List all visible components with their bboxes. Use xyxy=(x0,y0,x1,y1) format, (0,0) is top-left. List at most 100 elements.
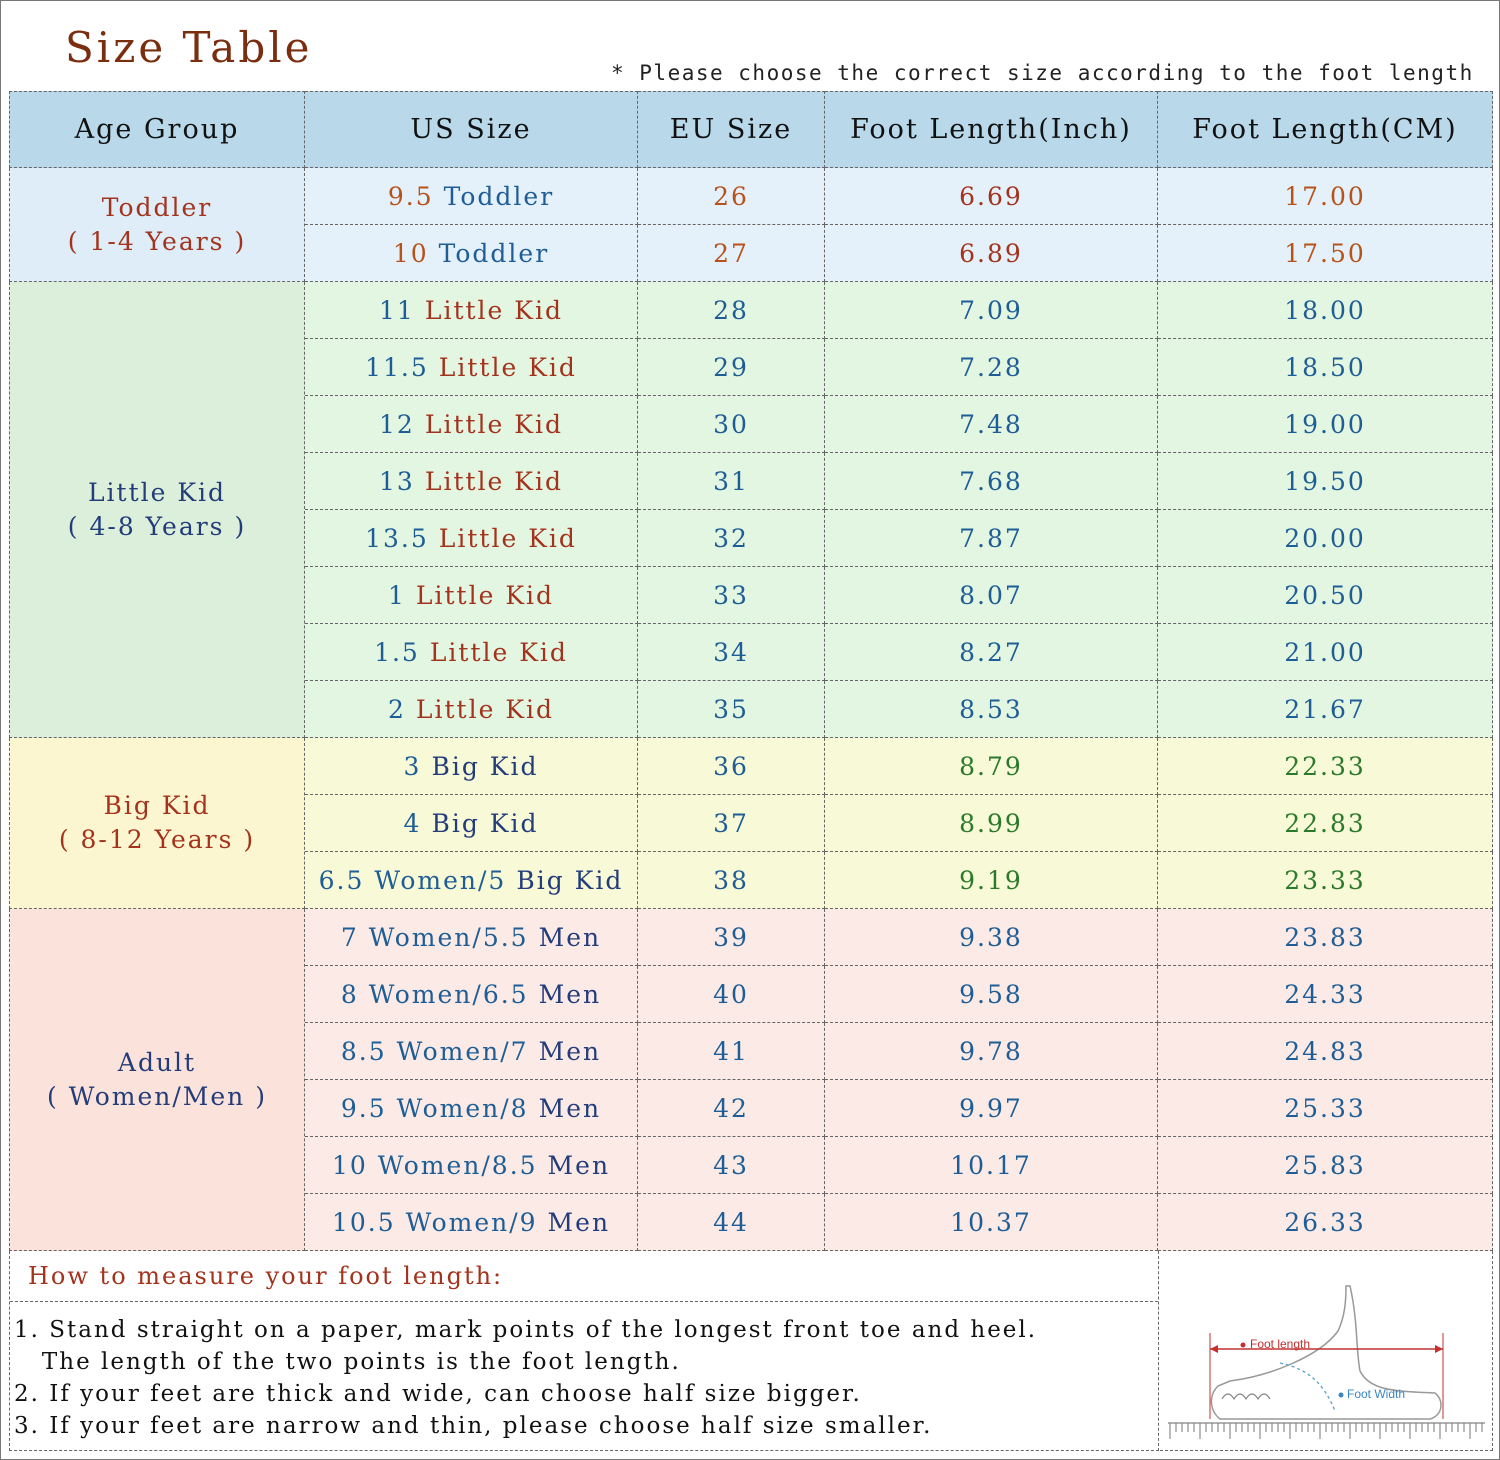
group-name: Little Kid xyxy=(87,477,227,507)
group-name: Adult xyxy=(117,1047,197,1077)
eu-size-cell: 31 xyxy=(638,453,825,510)
us-size-cell: 12 Little Kid xyxy=(305,396,638,453)
foot-width-dot-icon xyxy=(1338,1392,1344,1398)
foot-outline xyxy=(1210,1285,1442,1420)
foot-length-inch-cell: 8.27 xyxy=(825,624,1158,681)
eu-size-cell: 27 xyxy=(638,225,825,282)
us-size-label: Little Kid xyxy=(415,580,554,610)
us-size-number: 12 xyxy=(379,409,415,439)
toes-sketch xyxy=(1221,1393,1271,1401)
foot-length-inch-cell: 7.28 xyxy=(825,339,1158,396)
us-size-number: 6.5 Women/5 xyxy=(318,865,507,895)
us-size-cell: 13.5 Little Kid xyxy=(305,510,638,567)
foot-diagram: Foot length Foot Width xyxy=(1168,1285,1485,1439)
measure-step: 1. Stand straight on a paper, mark point… xyxy=(14,1317,1038,1343)
arrow-right-icon xyxy=(1435,1345,1443,1353)
foot-length-label: Foot length xyxy=(1250,1337,1310,1351)
foot-length-cm-cell: 23.83 xyxy=(1158,909,1493,966)
foot-length-inch-cell: 9.58 xyxy=(825,966,1158,1023)
us-size-number: 2 xyxy=(387,694,406,724)
us-size-label: Little Kid xyxy=(424,409,563,439)
foot-width-label: Foot Width xyxy=(1347,1387,1405,1401)
group-big-kid: Big Kid ( 8-12 Years ) xyxy=(9,738,305,909)
us-size-number: 8 Women/6.5 xyxy=(340,979,529,1009)
us-size-cell: 1 Little Kid xyxy=(305,567,638,624)
us-size-label: Little Kid xyxy=(438,523,577,553)
header-foot-length-cm: Foot Length(CM) xyxy=(1158,91,1493,168)
group-age-range: ( Women/Men ) xyxy=(47,1081,267,1111)
foot-length-inch-cell: 8.99 xyxy=(825,795,1158,852)
how-to-measure-title: How to measure your foot length: xyxy=(10,1251,1158,1302)
foot-length-inch-cell: 7.48 xyxy=(825,396,1158,453)
us-size-cell: 6.5 Women/5 Big Kid xyxy=(305,852,638,909)
us-size-number: 10 xyxy=(392,238,429,268)
us-size-label: Men xyxy=(538,979,602,1009)
us-size-cell: 13 Little Kid xyxy=(305,453,638,510)
eu-size-cell: 30 xyxy=(638,396,825,453)
foot-length-cm-cell: 21.67 xyxy=(1158,681,1493,738)
us-size-number: 10.5 Women/9 xyxy=(331,1207,538,1237)
eu-size-cell: 41 xyxy=(638,1023,825,1080)
foot-length-inch-cell: 9.38 xyxy=(825,909,1158,966)
eu-size-cell: 40 xyxy=(638,966,825,1023)
header-foot-length-inch: Foot Length(Inch) xyxy=(825,91,1158,168)
us-size-number: 8.5 Women/7 xyxy=(340,1036,529,1066)
foot-length-cm-cell: 18.50 xyxy=(1158,339,1493,396)
us-size-label: Little Kid xyxy=(424,466,563,496)
us-size-cell: 2 Little Kid xyxy=(305,681,638,738)
us-size-cell: 10 Toddler xyxy=(305,225,638,282)
us-size-number: 7 Women/5.5 xyxy=(340,922,529,952)
header-age-group: Age Group xyxy=(9,91,305,168)
us-size-label: Big Kid xyxy=(431,808,539,838)
us-size-number: 9.5 xyxy=(387,181,434,211)
header-us-size: US Size xyxy=(305,91,638,168)
eu-size-cell: 28 xyxy=(638,282,825,339)
eu-size-cell: 44 xyxy=(638,1194,825,1251)
foot-length-cm-cell: 26.33 xyxy=(1158,1194,1493,1251)
us-size-number: 13.5 xyxy=(365,523,429,553)
us-size-cell: 8.5 Women/7 Men xyxy=(305,1023,638,1080)
us-size-number: 9.5 Women/8 xyxy=(340,1093,529,1123)
us-size-number: 1 xyxy=(387,580,406,610)
us-size-cell: 1.5 Little Kid xyxy=(305,624,638,681)
foot-length-cm-cell: 25.33 xyxy=(1158,1080,1493,1137)
us-size-cell: 11 Little Kid xyxy=(305,282,638,339)
group-age-range: ( 4-8 Years ) xyxy=(67,511,247,541)
foot-length-inch-cell: 7.09 xyxy=(825,282,1158,339)
foot-length-inch-cell: 6.69 xyxy=(825,168,1158,225)
eu-size-cell: 35 xyxy=(638,681,825,738)
us-size-number: 4 xyxy=(403,808,422,838)
foot-width-line xyxy=(1279,1362,1336,1412)
foot-length-inch-cell: 8.07 xyxy=(825,567,1158,624)
group-toddler: Toddler ( 1-4 Years ) xyxy=(9,168,305,282)
foot-length-cm-cell: 20.00 xyxy=(1158,510,1493,567)
group-little-kid: Little Kid ( 4-8 Years ) xyxy=(9,282,305,738)
group-age-range: ( 1-4 Years ) xyxy=(67,226,247,256)
us-size-label: Little Kid xyxy=(415,694,554,724)
eu-size-cell: 33 xyxy=(638,567,825,624)
eu-size-cell: 39 xyxy=(638,909,825,966)
foot-length-cm-cell: 20.50 xyxy=(1158,567,1493,624)
us-size-cell: 3 Big Kid xyxy=(305,738,638,795)
us-size-cell: 7 Women/5.5 Men xyxy=(305,909,638,966)
size-note: * Please choose the correct size accordi… xyxy=(611,61,1474,85)
us-size-cell: 8 Women/6.5 Men xyxy=(305,966,638,1023)
foot-measure-illustration: Foot length Foot Width xyxy=(1160,1251,1493,1451)
group-age-range: ( 8-12 Years ) xyxy=(58,825,256,854)
foot-length-inch-cell: 6.89 xyxy=(825,225,1158,282)
foot-length-dot-icon xyxy=(1240,1342,1246,1348)
eu-size-cell: 38 xyxy=(638,852,825,909)
foot-length-cm-cell: 22.83 xyxy=(1158,795,1493,852)
foot-length-cm-cell: 17.00 xyxy=(1158,168,1493,225)
eu-size-cell: 34 xyxy=(638,624,825,681)
us-size-label: Big Kid xyxy=(431,751,539,781)
foot-length-inch-cell: 7.68 xyxy=(825,453,1158,510)
foot-length-cm-cell: 17.50 xyxy=(1158,225,1493,282)
eu-size-cell: 32 xyxy=(638,510,825,567)
us-size-number: 11 xyxy=(379,295,415,325)
foot-length-cm-cell: 23.33 xyxy=(1158,852,1493,909)
eu-size-cell: 26 xyxy=(638,168,825,225)
measure-step: 2. If your feet are thick and wide, can … xyxy=(14,1381,862,1407)
eu-size-cell: 29 xyxy=(638,339,825,396)
